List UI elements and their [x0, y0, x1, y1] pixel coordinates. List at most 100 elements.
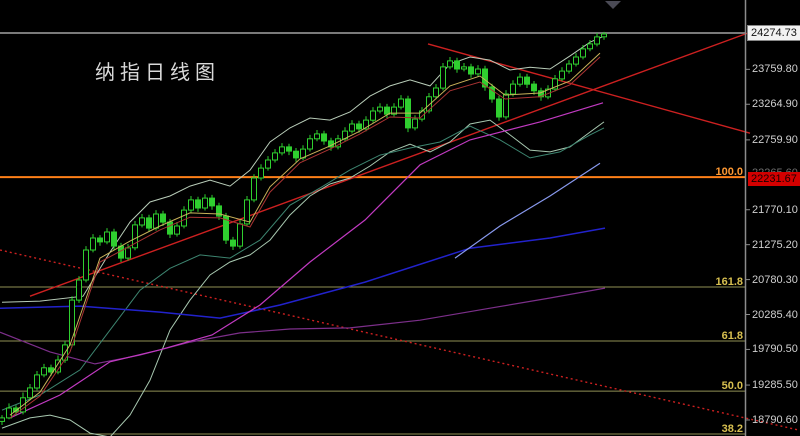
axis-price-label: 23759.80	[752, 63, 798, 75]
candle-body	[552, 78, 558, 90]
candle-body	[216, 205, 222, 217]
candle-body	[272, 152, 278, 161]
candle-body	[265, 159, 271, 169]
candle-body	[510, 83, 516, 95]
candle-body	[531, 83, 537, 92]
candle-body	[454, 60, 460, 70]
candle-body	[440, 66, 446, 89]
axis-price-label: 20285.40	[752, 309, 798, 321]
axis-price-label: 18790.60	[752, 414, 798, 426]
candle-body	[391, 106, 397, 115]
candle-body	[580, 48, 586, 58]
axis-price-label: 22759.90	[752, 134, 798, 146]
candle-body	[251, 177, 257, 201]
candle-body	[314, 133, 320, 140]
candle-body	[370, 110, 376, 121]
candle-body	[433, 87, 439, 98]
candle-body	[202, 197, 208, 209]
candle-body	[195, 199, 201, 209]
candle-body	[398, 98, 404, 108]
candle-body	[377, 106, 383, 112]
axis-price-label: 21275.20	[752, 239, 798, 251]
fib-level-label: 100.0	[715, 166, 743, 178]
candle-body	[41, 367, 47, 376]
candle-body	[181, 209, 187, 227]
candle-body	[321, 133, 327, 142]
candle-body	[363, 119, 369, 130]
candle-body	[230, 239, 236, 247]
candle-body	[125, 247, 131, 259]
fib-level-label: 161.8	[715, 276, 743, 288]
candle-body	[524, 76, 530, 85]
candle-body	[559, 70, 565, 80]
candle-body	[503, 93, 509, 118]
down-triangle-marker	[605, 1, 621, 9]
axis-price-label: 21770.10	[752, 204, 798, 216]
yellow-ma	[9, 52, 601, 416]
candle-body	[566, 63, 572, 72]
blue-long-ma	[0, 227, 606, 319]
candle-body	[0, 417, 5, 422]
candle-body	[447, 60, 453, 68]
candle-body	[594, 36, 600, 45]
candle-body	[209, 197, 215, 207]
axis-price-label: 19285.50	[752, 379, 798, 391]
fib-level-label: 50.0	[721, 380, 743, 392]
axis-price-label: 23264.90	[752, 98, 798, 110]
candle-body	[90, 237, 96, 251]
candle-body	[489, 86, 495, 100]
fib-price-tag: 22231.67	[748, 172, 800, 186]
candle-body	[174, 225, 180, 235]
candle-body	[293, 150, 299, 159]
candle-body	[97, 237, 103, 243]
candle-body	[104, 231, 110, 243]
descending-red-dotted-line	[0, 249, 799, 431]
upper-band	[1, 35, 605, 303]
candle-body	[76, 279, 82, 301]
axis-price-label: 20780.30	[752, 274, 798, 286]
magenta-ma	[9, 102, 604, 419]
candle-body	[468, 66, 474, 75]
candle-body	[286, 146, 292, 152]
candle-body	[111, 231, 117, 247]
candle-body	[517, 76, 523, 85]
candle-body	[412, 118, 418, 129]
candle-body	[496, 98, 502, 118]
teal-envelope	[1, 125, 605, 411]
descending-red-trendline	[427, 43, 751, 134]
ascending-red-trendline	[29, 32, 749, 297]
fib-level-label: 38.2	[721, 423, 743, 435]
candle-body	[475, 68, 481, 75]
chart-title: 纳指日线图	[95, 62, 220, 84]
candle-body	[279, 146, 285, 154]
axis-price-label: 19790.50	[752, 343, 798, 355]
candle-body	[139, 217, 145, 226]
candle-body	[34, 374, 40, 389]
candle-body	[587, 43, 593, 50]
candle-body	[160, 213, 166, 223]
candle-body	[167, 221, 173, 235]
candle-body	[384, 106, 390, 115]
candle-body	[356, 123, 362, 130]
candle-body	[258, 167, 264, 179]
candle-body	[349, 123, 355, 132]
candle-body	[27, 387, 33, 399]
candle-body	[237, 223, 243, 247]
lower-band	[1, 119, 605, 436]
red-ma	[9, 56, 601, 419]
current-price-tag: 24274.73	[747, 25, 800, 41]
candle-body	[6, 407, 12, 419]
candle-body	[153, 213, 159, 229]
candle-body	[426, 96, 432, 112]
candle-body	[83, 249, 89, 281]
candle-body	[188, 199, 194, 211]
candle-body	[307, 138, 313, 150]
candle-body	[601, 33, 607, 38]
light-blue-ma	[454, 162, 601, 259]
candle-body	[244, 199, 250, 225]
candle-body	[146, 217, 152, 229]
candle-body	[461, 66, 467, 70]
fib-level-label: 61.8	[721, 330, 743, 342]
